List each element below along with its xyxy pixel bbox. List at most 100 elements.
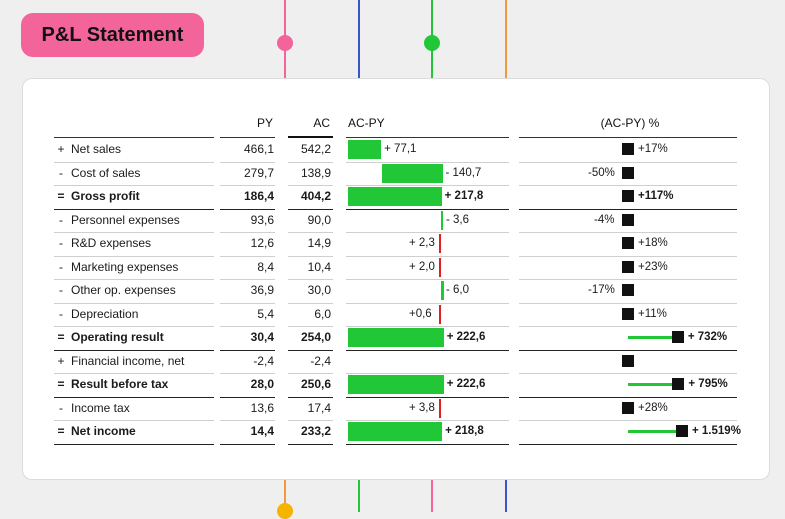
- connector-line-green-bottom: [358, 480, 360, 512]
- header-rule-left: [54, 137, 214, 138]
- header-rule-ac: [288, 136, 333, 138]
- row-separator: [288, 396, 333, 398]
- row-sign: +: [57, 142, 65, 156]
- row-sign: -: [59, 283, 63, 297]
- delta-label: + 218,8: [445, 425, 484, 437]
- header-ac: AC: [313, 116, 330, 130]
- pct-label: + 1.519%: [692, 425, 741, 437]
- delta-label: + 222,6: [446, 331, 486, 343]
- delta-label: - 3,6: [446, 213, 470, 226]
- row-label: Result before tax: [71, 377, 169, 391]
- row-sign: -: [59, 165, 63, 180]
- row-separator: [519, 185, 737, 186]
- row-separator: [220, 396, 275, 398]
- pct-label: +11%: [638, 307, 667, 320]
- header-ac-py: AC-PY: [348, 116, 385, 130]
- row-separator: [220, 373, 275, 374]
- pct-marker: [622, 307, 634, 320]
- row-separator: [519, 255, 737, 257]
- row-separator: [346, 373, 509, 374]
- row-sign: +: [57, 353, 65, 368]
- delta-label: + 77,1: [384, 143, 417, 155]
- row-label: Net sales: [71, 142, 122, 156]
- connector-dot-pink: [277, 35, 293, 51]
- table-row: - Other op. expenses 36,9 30,0: [54, 279, 737, 302]
- table-row: - Marketing expenses 8,4 10,4: [54, 256, 737, 279]
- delta-bar: [348, 187, 442, 206]
- pct-marker: [671, 331, 684, 343]
- row-py-value: 28,0: [250, 377, 274, 391]
- row-separator: [346, 279, 509, 280]
- row-separator: [54, 208, 214, 210]
- row-ac-value: 30,0: [307, 283, 331, 297]
- pct-label: +28%: [638, 401, 668, 414]
- delta-label: + 2,3: [409, 237, 435, 249]
- row-separator: [54, 161, 214, 163]
- pct-marker: [622, 190, 634, 202]
- row-separator: [346, 302, 509, 304]
- row-ac-value: -2,4: [310, 353, 331, 368]
- row-separator: [519, 443, 737, 445]
- connector-dot-orange-bottom: [277, 503, 293, 519]
- table-row: - Personnel expenses 93,6 90,0: [54, 209, 737, 232]
- delta-bar: [439, 257, 441, 277]
- table-row: = Result before tax 28,0 250,6: [54, 373, 737, 396]
- pct-label: -4%: [594, 213, 615, 226]
- table-row: - Cost of sales 279,7 138,9: [54, 162, 737, 185]
- delta-bar: [348, 140, 382, 159]
- row-ac-value: 542,2: [300, 142, 331, 156]
- delta-bar: [348, 375, 444, 394]
- row-label: Depreciation: [71, 306, 139, 321]
- row-separator: [519, 302, 737, 304]
- row-sign: =: [57, 424, 65, 438]
- row-py-value: 93,6: [250, 212, 274, 227]
- pct-marker: [622, 284, 634, 296]
- row-separator: [346, 185, 509, 186]
- row-separator: [346, 420, 509, 421]
- row-ac-value: 90,0: [307, 212, 331, 227]
- row-separator: [346, 232, 509, 233]
- delta-label: + 2,0: [409, 260, 435, 273]
- row-py-value: 5,4: [257, 306, 274, 321]
- delta-label: - 140,7: [445, 166, 482, 179]
- row-separator: [220, 232, 275, 233]
- row-sign: -: [59, 306, 63, 321]
- pct-marker: [622, 401, 634, 414]
- row-separator: [220, 302, 275, 304]
- row-separator: [288, 161, 333, 163]
- row-separator: [288, 279, 333, 280]
- row-separator: [220, 185, 275, 186]
- row-label: R&D expenses: [71, 236, 152, 250]
- pct-label: + 795%: [688, 378, 728, 390]
- row-separator: [220, 161, 275, 163]
- row-separator: [288, 302, 333, 304]
- header-rule-pct: [519, 137, 737, 138]
- connector-line-pink-bottom: [431, 480, 433, 512]
- row-separator: [54, 373, 214, 374]
- pct-label: +117%: [638, 190, 674, 202]
- row-separator: [288, 326, 333, 327]
- row-py-value: -2,4: [253, 353, 274, 368]
- row-separator: [346, 208, 509, 210]
- pct-label: +23%: [638, 260, 668, 273]
- row-py-value: 8,4: [257, 259, 274, 274]
- delta-bar: [441, 281, 444, 300]
- row-separator: [54, 420, 214, 421]
- delta-label: + 217,8: [444, 190, 484, 202]
- table-row: - Income tax 13,6 17,4: [54, 397, 737, 420]
- row-separator: [220, 208, 275, 210]
- row-separator: [288, 208, 333, 210]
- pct-label: -17%: [588, 284, 615, 296]
- pct-bar: [628, 383, 675, 386]
- row-separator: [346, 161, 509, 163]
- row-separator: [54, 279, 214, 280]
- pct-marker: [622, 143, 634, 155]
- pct-marker: [622, 166, 634, 179]
- header-rule-py: [220, 137, 275, 138]
- row-sign: -: [59, 259, 63, 274]
- pct-label: -50%: [588, 166, 615, 179]
- row-separator: [220, 326, 275, 327]
- delta-bar: [348, 328, 444, 347]
- connector-line-orange: [505, 0, 507, 78]
- row-py-value: 12,6: [250, 236, 274, 250]
